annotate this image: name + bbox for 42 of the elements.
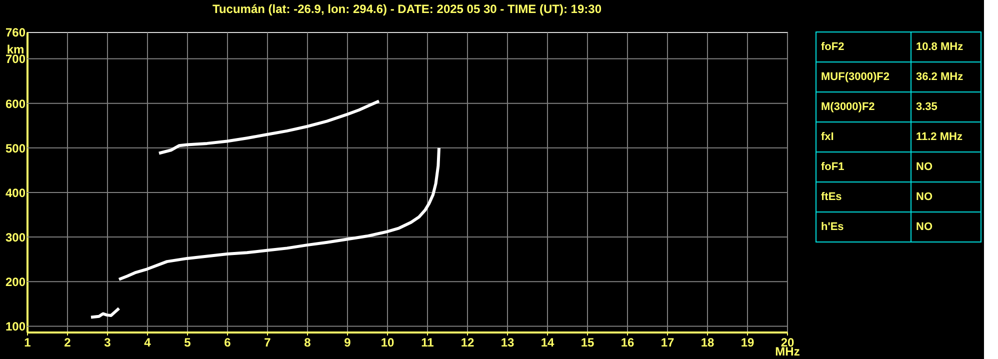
x-tick-label: 8 xyxy=(304,336,312,350)
text: 10.8 MHz xyxy=(916,41,964,53)
x-tick-label: 12 xyxy=(460,336,474,350)
text: foF2 xyxy=(821,41,844,53)
x-tick-label: 17 xyxy=(660,336,674,350)
text: NO xyxy=(916,161,933,173)
text: 11.2 MHz xyxy=(916,131,963,143)
x-tick-label: 14 xyxy=(540,336,554,350)
text: MUF(3000)F2 xyxy=(821,71,890,83)
x-tick-label: 9 xyxy=(344,336,352,350)
x-tick-label: 13 xyxy=(500,336,514,350)
x-tick-label: 18 xyxy=(700,336,714,350)
x-tick-label: 10 xyxy=(380,336,394,350)
text: foF1 xyxy=(821,161,844,173)
y-tick-label: 500 xyxy=(5,141,26,156)
y-tick-label: 760 xyxy=(5,26,26,40)
x-tick-label: 4 xyxy=(144,336,152,350)
x-tick-label: 2 xyxy=(64,336,72,350)
text: h'Es xyxy=(821,221,844,233)
y-tick-label: 700 xyxy=(5,52,26,66)
text: ftEs xyxy=(821,191,842,203)
y-tick-label: 200 xyxy=(5,275,26,290)
x-tick-label: 11 xyxy=(421,336,434,350)
x-tick-label: 1 xyxy=(24,336,32,350)
text: NO xyxy=(916,221,933,233)
y-tick-label: 400 xyxy=(5,186,26,200)
x-tick-label: 3 xyxy=(104,336,112,350)
x-tick-label: 6 xyxy=(224,336,232,350)
x-tick-label: 15 xyxy=(580,336,594,350)
chart-title: Tucumán (lat: -26.9, lon: 294.6) - DATE: 2025 05 30 - TIME (UT): 19:30 xyxy=(212,2,602,16)
text: M(3000)F2 xyxy=(821,101,875,113)
y-tick-label: 600 xyxy=(5,96,26,111)
text: NO xyxy=(916,191,933,203)
x-tick-label: 16 xyxy=(620,336,634,350)
x-tick-label: 7 xyxy=(264,336,272,350)
text: 3.35 xyxy=(916,101,938,113)
x-tick-label: 19 xyxy=(740,336,754,350)
y-tick-label: 100 xyxy=(5,320,26,334)
y-tick-label: 300 xyxy=(5,230,26,245)
text: 36.2 MHz xyxy=(916,71,964,83)
text: fxI xyxy=(821,131,834,143)
x-tick-label: 5 xyxy=(184,336,192,350)
